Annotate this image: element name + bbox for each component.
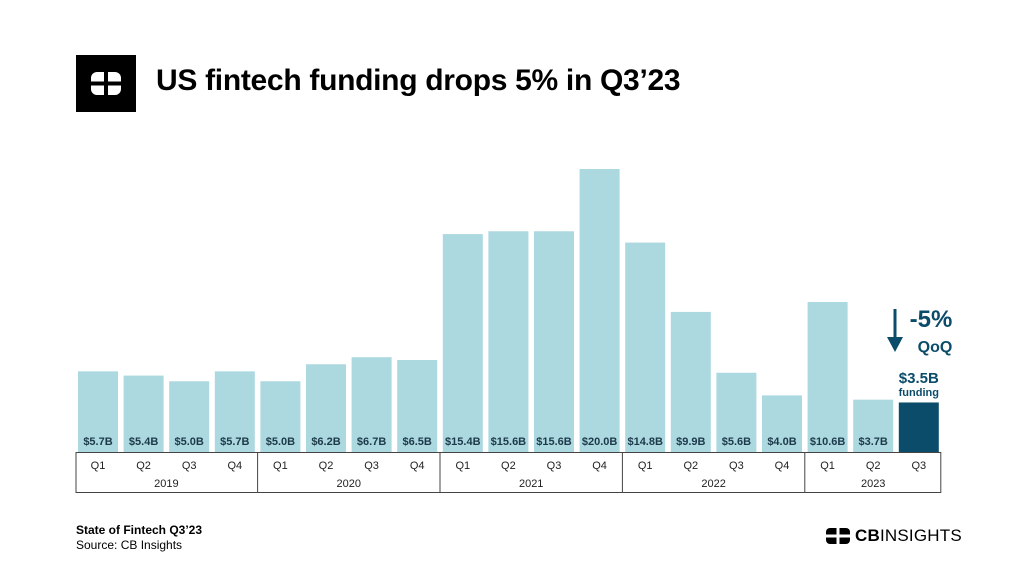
bar-value-label-1: $5.4B (129, 436, 158, 448)
x-tick-label-11: Q4 (592, 460, 607, 472)
bar-13 (670, 311, 711, 452)
bar-value-label-15: $4.0B (767, 436, 796, 448)
bar-value-label-4: $5.0B (266, 436, 295, 448)
bar-7 (397, 360, 438, 452)
bar-value-label-3: $5.7B (220, 436, 249, 448)
cb-insights-brand: CBINSIGHTS (826, 526, 962, 546)
x-tick-label-12: Q1 (638, 460, 653, 472)
bar-value-label-16: $10.6B (810, 436, 846, 448)
x-tick-label-5: Q2 (319, 460, 334, 472)
brand-name-bold: CB (855, 526, 880, 545)
bar-value-label-17: $3.7B (859, 436, 888, 448)
arrow-down-head (887, 337, 903, 352)
x-tick-label-4: Q1 (273, 460, 288, 472)
x-tick-label-8: Q1 (455, 460, 470, 472)
bar-17 (853, 399, 894, 452)
footer-title: State of Fintech Q3’23 (76, 523, 203, 537)
x-tick-label-15: Q4 (775, 460, 790, 472)
brand-name-rest: INSIGHTS (879, 526, 962, 545)
year-label-2019: 2019 (154, 478, 178, 490)
x-tick-label-18: Q3 (911, 460, 926, 472)
bar-value-label-8: $15.4B (445, 436, 481, 448)
year-label-2022: 2022 (701, 478, 725, 490)
bar-11 (579, 169, 620, 452)
cb-insights-logo-icon (826, 528, 850, 544)
bar-4 (260, 381, 301, 452)
bar-value-label-11: $20.0B (582, 436, 618, 448)
annotation-value-label: funding (899, 387, 939, 399)
bar-1 (123, 375, 164, 452)
cb-logo-icon (90, 71, 122, 96)
bar-value-label-10: $15.6B (536, 436, 572, 448)
footer-source: Source: CB Insights (76, 538, 183, 552)
x-tick-label-0: Q1 (91, 460, 106, 472)
bar-15 (762, 395, 802, 452)
bar-2 (169, 381, 210, 452)
x-tick-label-7: Q4 (410, 460, 425, 472)
annotation-change-label: QoQ (918, 339, 953, 356)
bar-10 (534, 231, 574, 452)
year-label-2023: 2023 (861, 478, 885, 490)
bar-value-label-0: $5.7B (83, 436, 112, 448)
x-tick-label-16: Q1 (820, 460, 835, 472)
x-tick-label-10: Q3 (547, 460, 562, 472)
bar-12 (625, 242, 666, 452)
bar-value-label-5: $6.2B (311, 436, 340, 448)
bar-value-label-12: $14.8B (627, 436, 663, 448)
x-tick-label-14: Q3 (729, 460, 744, 472)
bar-3 (214, 371, 255, 452)
bar-value-label-2: $5.0B (175, 436, 204, 448)
bar-18 (898, 402, 939, 452)
annotation-value: $3.5B (899, 370, 939, 387)
bar-value-label-13: $9.9B (676, 436, 705, 448)
bar-0 (78, 371, 118, 452)
bar-value-label-7: $6.5B (403, 436, 432, 448)
bar-8 (442, 234, 483, 452)
page-title: US fintech funding drops 5% in Q3’23 (156, 64, 681, 97)
bar-14 (716, 372, 757, 452)
bar-5 (306, 364, 346, 452)
bar-value-label-9: $15.6B (491, 436, 527, 448)
year-label-2020: 2020 (337, 478, 361, 490)
x-tick-label-1: Q2 (136, 460, 151, 472)
bar-16 (807, 302, 848, 452)
bar-value-label-6: $6.7B (357, 436, 386, 448)
x-tick-label-13: Q2 (683, 460, 698, 472)
year-label-2021: 2021 (519, 478, 543, 490)
cb-logo-box (76, 55, 136, 112)
annotation-change: -5% (910, 306, 953, 333)
bar-6 (351, 357, 392, 452)
x-tick-label-3: Q4 (227, 460, 242, 472)
x-tick-label-17: Q2 (866, 460, 881, 472)
x-tick-label-9: Q2 (501, 460, 516, 472)
bar-value-label-14: $5.6B (722, 436, 751, 448)
x-tick-label-2: Q3 (182, 460, 197, 472)
bar-9 (488, 231, 529, 452)
x-tick-label-6: Q3 (364, 460, 379, 472)
